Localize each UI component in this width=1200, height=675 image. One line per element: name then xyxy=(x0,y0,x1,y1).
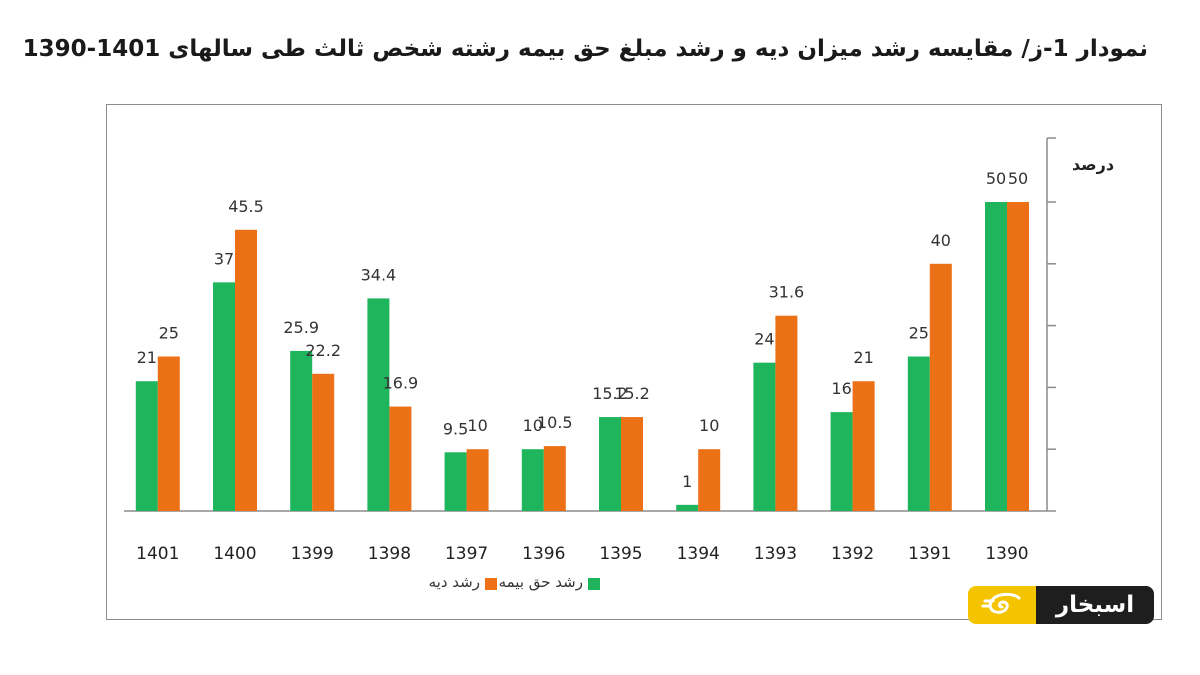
data-label-diyeh: 10 xyxy=(467,416,487,435)
brand-swirl-icon xyxy=(981,592,1021,614)
bar-diyeh xyxy=(157,356,180,511)
x-tick-label: 1397 xyxy=(445,544,488,564)
data-label-premium: 37 xyxy=(214,249,234,268)
data-label-premium: 16 xyxy=(831,379,851,398)
bar-premium xyxy=(367,298,390,511)
data-label-diyeh: 45.5 xyxy=(228,197,264,216)
legend-label-diyeh: رشد دیه xyxy=(428,573,480,591)
x-tick-label: 1399 xyxy=(291,544,334,564)
y-axis-label: درصد xyxy=(1071,155,1115,174)
chart-frame xyxy=(106,104,1162,620)
bar-diyeh xyxy=(312,373,335,511)
page-title: نمودار 1-ز/ مقایسه رشد میزان دیه و رشد م… xyxy=(22,36,1148,62)
bar-premium xyxy=(521,449,544,511)
bar-premium xyxy=(599,417,621,511)
x-tick-label: 1391 xyxy=(908,544,951,564)
data-label-diyeh: 10.5 xyxy=(537,413,573,432)
bar-diyeh xyxy=(389,406,412,511)
data-label-diyeh: 31.6 xyxy=(769,283,805,302)
data-label-premium: 15.2 xyxy=(592,384,628,403)
data-label-premium: 24 xyxy=(754,330,774,349)
bar-premium xyxy=(985,202,1007,511)
data-label-premium: 25.9 xyxy=(283,318,319,337)
data-label-diyeh: 25 xyxy=(159,324,179,343)
x-tick-label: 1400 xyxy=(213,544,256,564)
data-label-premium: 25 xyxy=(909,324,929,343)
brand-icon-box xyxy=(968,586,1036,624)
x-tick-label: 1394 xyxy=(677,544,720,564)
x-tick-label: 1393 xyxy=(754,544,797,564)
bar-premium xyxy=(135,381,158,511)
data-label-diyeh: 21 xyxy=(853,348,873,367)
data-label-diyeh: 10 xyxy=(699,416,719,435)
bar-premium xyxy=(444,452,467,511)
bar-premium xyxy=(290,350,313,511)
data-label-diyeh: 50 xyxy=(1008,169,1028,188)
x-tick-label: 1392 xyxy=(831,544,874,564)
data-label-diyeh: 22.2 xyxy=(305,341,341,360)
x-tick-label: 1398 xyxy=(368,544,411,564)
bar-diyeh xyxy=(543,446,566,511)
bar-premium xyxy=(907,356,930,511)
legend-swatch-premium xyxy=(588,578,600,590)
brand-logo: اسبخار xyxy=(968,586,1154,624)
brand-name: اسبخار xyxy=(1036,586,1154,624)
bar-premium xyxy=(676,504,699,511)
bar-premium xyxy=(753,362,776,511)
bar-diyeh xyxy=(1007,202,1029,511)
data-label-diyeh: 15.2 xyxy=(614,384,650,403)
legend-swatch-diyeh xyxy=(485,578,497,590)
bar-diyeh xyxy=(466,449,489,511)
data-label-premium: 50 xyxy=(986,169,1006,188)
bar-diyeh xyxy=(235,229,257,511)
data-label-premium: 9.5 xyxy=(443,419,468,438)
bar-diyeh xyxy=(775,315,798,511)
legend-label-premium: رشد حق بیمه xyxy=(498,573,583,591)
x-tick-label: 1395 xyxy=(599,544,642,564)
bar-premium xyxy=(830,412,853,511)
bar-diyeh xyxy=(852,381,875,511)
bar-diyeh xyxy=(698,449,721,511)
x-tick-label: 1390 xyxy=(985,544,1028,564)
bar-premium xyxy=(213,282,235,511)
bar-diyeh xyxy=(929,263,952,511)
x-tick-label: 1396 xyxy=(522,544,565,564)
data-label-diyeh: 16.9 xyxy=(383,374,419,393)
data-label-diyeh: 40 xyxy=(931,231,951,250)
data-label-premium: 1 xyxy=(682,472,692,491)
data-label-premium: 34.4 xyxy=(361,265,397,284)
x-tick-label: 1401 xyxy=(136,544,179,564)
data-label-premium: 21 xyxy=(137,348,157,367)
bar-diyeh xyxy=(621,417,643,511)
data-label-premium: 10 xyxy=(523,416,543,435)
